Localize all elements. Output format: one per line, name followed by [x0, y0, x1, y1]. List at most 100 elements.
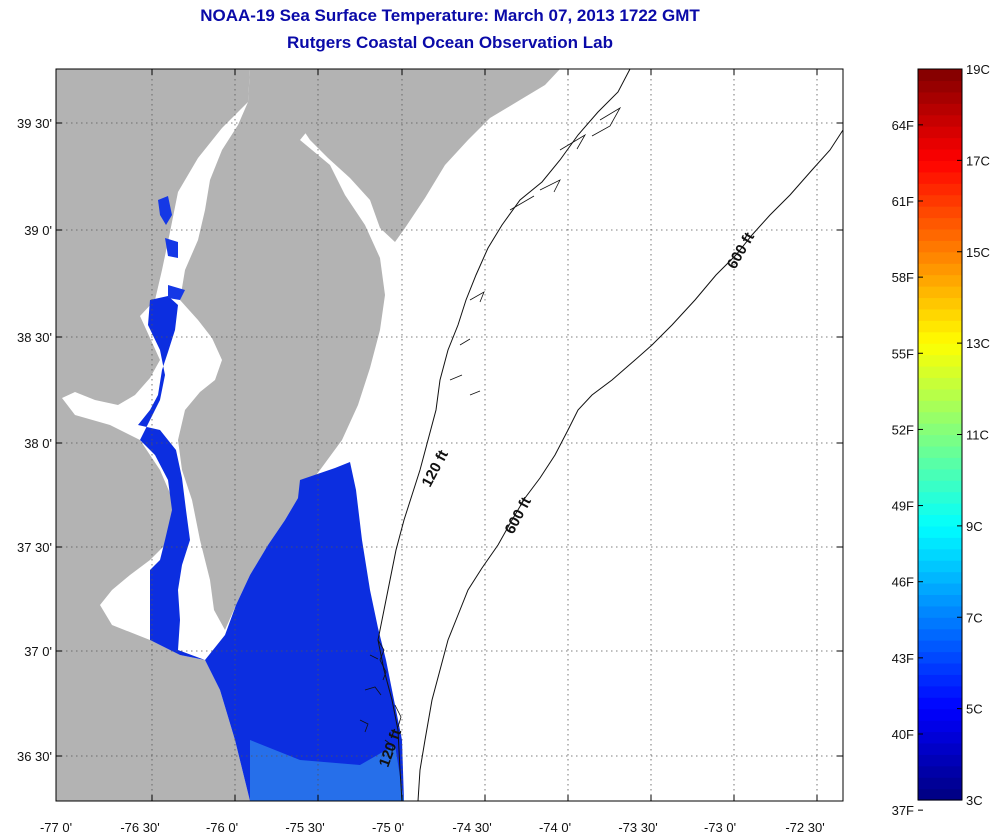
colorbar-fahrenheit-label: 46F: [892, 575, 914, 590]
lon-label: -76 30': [120, 820, 159, 835]
colorbar-band: [918, 343, 962, 356]
lat-label: 37 0': [24, 644, 52, 659]
colorbar-band: [918, 69, 962, 82]
contour-label-600ft-south: 600 ft: [502, 494, 535, 537]
lon-label: -77 0': [40, 820, 72, 835]
colorbar-band: [918, 651, 962, 664]
colorbar-band: [918, 365, 962, 378]
colorbar-celsius-label: 17C: [966, 153, 990, 168]
colorbar-band: [918, 537, 962, 550]
colorbar-band: [918, 662, 962, 675]
colorbar-celsius-label: 7C: [966, 610, 983, 625]
colorbar-band: [918, 240, 962, 253]
lon-label: -74 0': [539, 820, 571, 835]
colorbar: 64F 61F 58F 55F 52F 49F 46F 43F 40F 37F 19C 17C 15C…: [892, 62, 990, 818]
colorbar-band: [918, 320, 962, 333]
colorbar-fahrenheit-label: 64F: [892, 118, 914, 133]
colorbar-band: [918, 640, 962, 653]
lat-label: 38 0': [24, 436, 52, 451]
sst-chesapeake-bay: [138, 296, 404, 801]
colorbar-band: [918, 514, 962, 527]
colorbar-band: [918, 582, 962, 596]
colorbar-band: [918, 206, 962, 219]
lon-label: -72 30': [785, 820, 824, 835]
colorbar-band: [918, 297, 962, 310]
colorbar-band: [918, 251, 962, 264]
colorbar-band: [918, 742, 962, 755]
map-subtitle: Rutgers Coastal Ocean Observation Lab: [287, 33, 613, 52]
colorbar-band: [918, 171, 962, 184]
colorbar-band: [918, 788, 962, 801]
colorbar-fahrenheit-label: 43F: [892, 651, 914, 666]
land-new-jersey: [300, 69, 560, 242]
map-frame: [55, 68, 844, 802]
colorbar-band: [918, 765, 962, 778]
colorbar-band: [918, 400, 962, 413]
contour-120ft-shoals: [449, 106, 622, 396]
colorbar-band: [918, 594, 962, 607]
colorbar-band: [918, 617, 962, 630]
colorbar-fahrenheit-label: 55F: [892, 346, 914, 361]
colorbar-band: [918, 103, 962, 116]
colorbar-band: [918, 183, 962, 196]
colorbar-band: [918, 560, 962, 573]
lon-label: -76 0': [206, 820, 238, 835]
colorbar-band: [918, 628, 962, 641]
colorbar-band: [918, 137, 962, 150]
colorbar-band: [918, 160, 962, 173]
frame-ticks: [56, 69, 843, 801]
lat-label: 36 30': [17, 749, 52, 764]
colorbar-band: [918, 308, 962, 321]
colorbar-band: [918, 331, 962, 344]
colorbar-band: [918, 217, 962, 230]
colorbar-band: [918, 377, 962, 390]
colorbar-band: [918, 445, 962, 458]
colorbar-band: [918, 126, 962, 139]
colorbar-celsius-label: 9C: [966, 519, 983, 534]
land-delmarva: [178, 69, 385, 630]
graticule: [56, 69, 843, 801]
colorbar-band: [918, 571, 962, 584]
colorbar-celsius-label: 19C: [966, 62, 990, 77]
colorbar-fahrenheit-label: 58F: [892, 270, 914, 285]
colorbar-fahrenheit-label: 37F: [892, 803, 914, 818]
colorbar-celsius-label: 3C: [966, 793, 983, 808]
colorbar-celsius-label: 5C: [966, 702, 983, 717]
colorbar-band: [918, 80, 962, 93]
colorbar-band: [918, 503, 962, 516]
lon-label: -73 0': [704, 820, 736, 835]
colorbar-band: [918, 388, 962, 401]
colorbar-fahrenheit-label: 40F: [892, 727, 914, 742]
lon-label: -74 30': [452, 820, 491, 835]
colorbar-band: [918, 777, 962, 790]
colorbar-band: [918, 708, 962, 721]
colorbar-band: [918, 434, 962, 447]
colorbar-celsius-label: 13C: [966, 336, 990, 351]
colorbar-band: [918, 720, 962, 733]
colorbar-celsius-label: 15C: [966, 245, 990, 260]
sst-upper-bay: [158, 196, 185, 300]
colorbar-band: [918, 525, 962, 538]
colorbar-band: [918, 697, 962, 710]
colorbar-band: [918, 411, 962, 424]
colorbar-band: [918, 263, 962, 276]
colorbar-band: [918, 548, 962, 561]
land-mainland-west: [56, 69, 250, 801]
colorbar-band: [918, 480, 962, 493]
colorbar-band: [918, 731, 962, 744]
contour-label-600ft-north: 600 ft: [724, 230, 758, 272]
colorbar-band: [918, 114, 962, 127]
colorbar-band: [918, 228, 962, 241]
colorbar-band: [918, 91, 962, 104]
colorbar-fahrenheit-label: 52F: [892, 422, 914, 437]
sst-warm-patch: [250, 740, 404, 801]
contour-600ft: [417, 129, 843, 801]
lat-label: 37 30': [17, 540, 52, 555]
colorbar-band: [918, 354, 962, 367]
colorbar-band: [918, 286, 962, 299]
coastal-islands: [359, 639, 402, 759]
lat-label: 39 30': [17, 116, 52, 131]
lon-label: -75 0': [372, 820, 404, 835]
colorbar-band: [918, 194, 962, 207]
